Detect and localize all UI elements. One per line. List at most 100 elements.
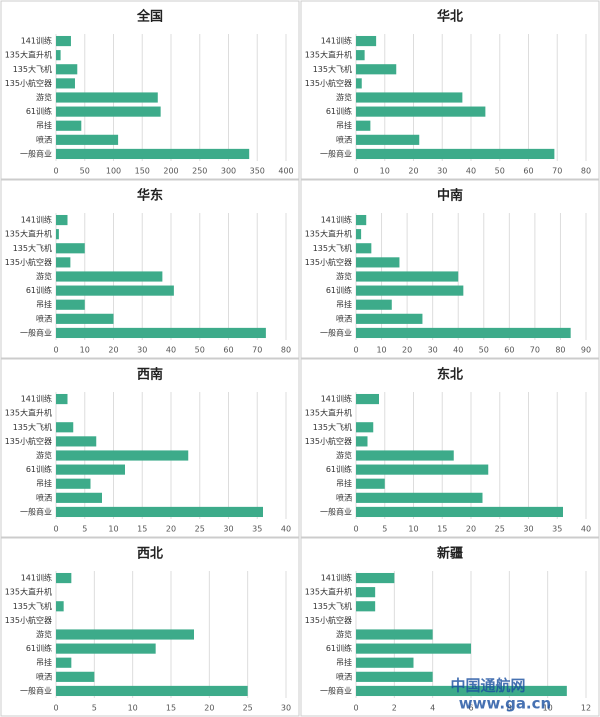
y-tick-label: 61训练 [326, 106, 352, 116]
bar [56, 120, 82, 131]
bar [356, 436, 368, 447]
x-tick-label: 35 [252, 525, 262, 534]
x-tick-label: 25 [495, 525, 505, 534]
x-tick-label: 20 [408, 167, 418, 176]
x-tick-label: 0 [53, 346, 58, 355]
y-tick-label: 吊挂 [336, 299, 352, 309]
x-tick-label: 10 [408, 525, 418, 534]
x-tick-label: 0 [353, 525, 358, 534]
y-tick-label: 喷洒 [36, 492, 52, 502]
y-tick-label: 135大飞机 [13, 601, 52, 611]
y-tick-label: 135大直升机 [5, 587, 52, 597]
bar [356, 257, 400, 268]
bar [56, 436, 97, 447]
bar [56, 271, 163, 282]
x-tick-label: 6 [468, 704, 473, 713]
y-tick-label: 135大飞机 [13, 243, 52, 253]
bar [56, 229, 59, 240]
bar [356, 601, 376, 612]
y-tick-label: 135大直升机 [305, 408, 352, 418]
bar [56, 285, 174, 296]
x-tick-label: 10 [128, 704, 138, 713]
bar [356, 422, 374, 433]
y-tick-label: 游览 [336, 271, 352, 281]
y-tick-label: 135小航空器 [5, 78, 52, 88]
bar [356, 671, 433, 682]
bar [56, 313, 114, 324]
bar [56, 422, 74, 433]
y-tick-label: 141训练 [21, 36, 52, 46]
y-tick-label: 吊挂 [336, 657, 352, 667]
x-tick-label: 20 [402, 346, 412, 355]
bar [356, 629, 433, 640]
bar [56, 64, 78, 75]
bar [356, 506, 563, 518]
bar [356, 450, 454, 461]
y-tick-label: 一般商业 [20, 506, 52, 516]
bar [56, 601, 64, 612]
y-tick-label: 135大直升机 [5, 229, 52, 239]
x-tick-label: 80 [555, 346, 565, 355]
bar [56, 92, 158, 103]
watermark: 中国通航网 [450, 677, 525, 695]
x-tick-label: 10 [80, 346, 90, 355]
bar [356, 120, 371, 131]
x-tick-label: 30 [523, 525, 533, 534]
y-tick-label: 135小航空器 [305, 78, 352, 88]
chart-title: 东北 [437, 367, 463, 383]
chart-title: 新疆 [437, 546, 463, 562]
y-tick-label: 游览 [36, 629, 52, 639]
x-tick-label: 100 [106, 167, 121, 176]
bar [56, 327, 266, 339]
y-tick-label: 61训练 [26, 464, 52, 474]
y-tick-label: 141训练 [21, 215, 52, 225]
y-tick-label: 135大直升机 [305, 587, 352, 597]
y-tick-label: 游览 [336, 450, 352, 460]
y-tick-label: 喷洒 [336, 492, 352, 502]
y-tick-label: 一般商业 [320, 685, 352, 695]
y-tick-label: 游览 [36, 450, 52, 460]
y-tick-label: 135大飞机 [13, 64, 52, 74]
x-tick-label: 20 [204, 704, 214, 713]
x-tick-label: 50 [195, 346, 205, 355]
y-tick-label: 141训练 [321, 394, 352, 404]
y-tick-label: 135大直升机 [5, 50, 52, 60]
x-tick-label: 5 [92, 704, 97, 713]
bar [56, 257, 71, 268]
y-tick-label: 141训练 [21, 573, 52, 583]
x-tick-label: 60 [223, 346, 233, 355]
x-tick-label: 250 [192, 167, 207, 176]
y-tick-label: 135大直升机 [5, 408, 52, 418]
bar [356, 327, 571, 339]
y-tick-label: 135小航空器 [5, 257, 52, 267]
bar [56, 572, 72, 584]
chart-title: 中南 [437, 188, 463, 204]
chart-title: 西南 [137, 367, 163, 383]
chart-title: 全国 [136, 9, 163, 25]
y-tick-label: 61训练 [326, 643, 352, 653]
x-tick-label: 40 [166, 346, 176, 355]
x-tick-label: 40 [281, 525, 291, 534]
x-tick-label: 25 [243, 704, 253, 713]
bar [356, 587, 376, 598]
y-tick-label: 135大飞机 [313, 243, 352, 253]
x-tick-label: 0 [353, 167, 358, 176]
y-tick-label: 61训练 [26, 643, 52, 653]
bar [356, 50, 365, 61]
x-tick-label: 5 [82, 525, 87, 534]
bar [56, 478, 91, 489]
x-tick-label: 15 [437, 525, 447, 534]
bar [356, 643, 471, 654]
y-tick-label: 吊挂 [36, 657, 52, 667]
bar [356, 92, 463, 103]
y-tick-label: 141训练 [21, 394, 52, 404]
chart-title: 华北 [437, 9, 463, 25]
bar [56, 243, 85, 254]
x-tick-label: 60 [523, 167, 533, 176]
y-tick-label: 一般商业 [20, 685, 52, 695]
x-tick-label: 8 [507, 704, 512, 713]
x-tick-label: 20 [466, 525, 476, 534]
bar [56, 685, 248, 697]
bar [56, 506, 263, 518]
